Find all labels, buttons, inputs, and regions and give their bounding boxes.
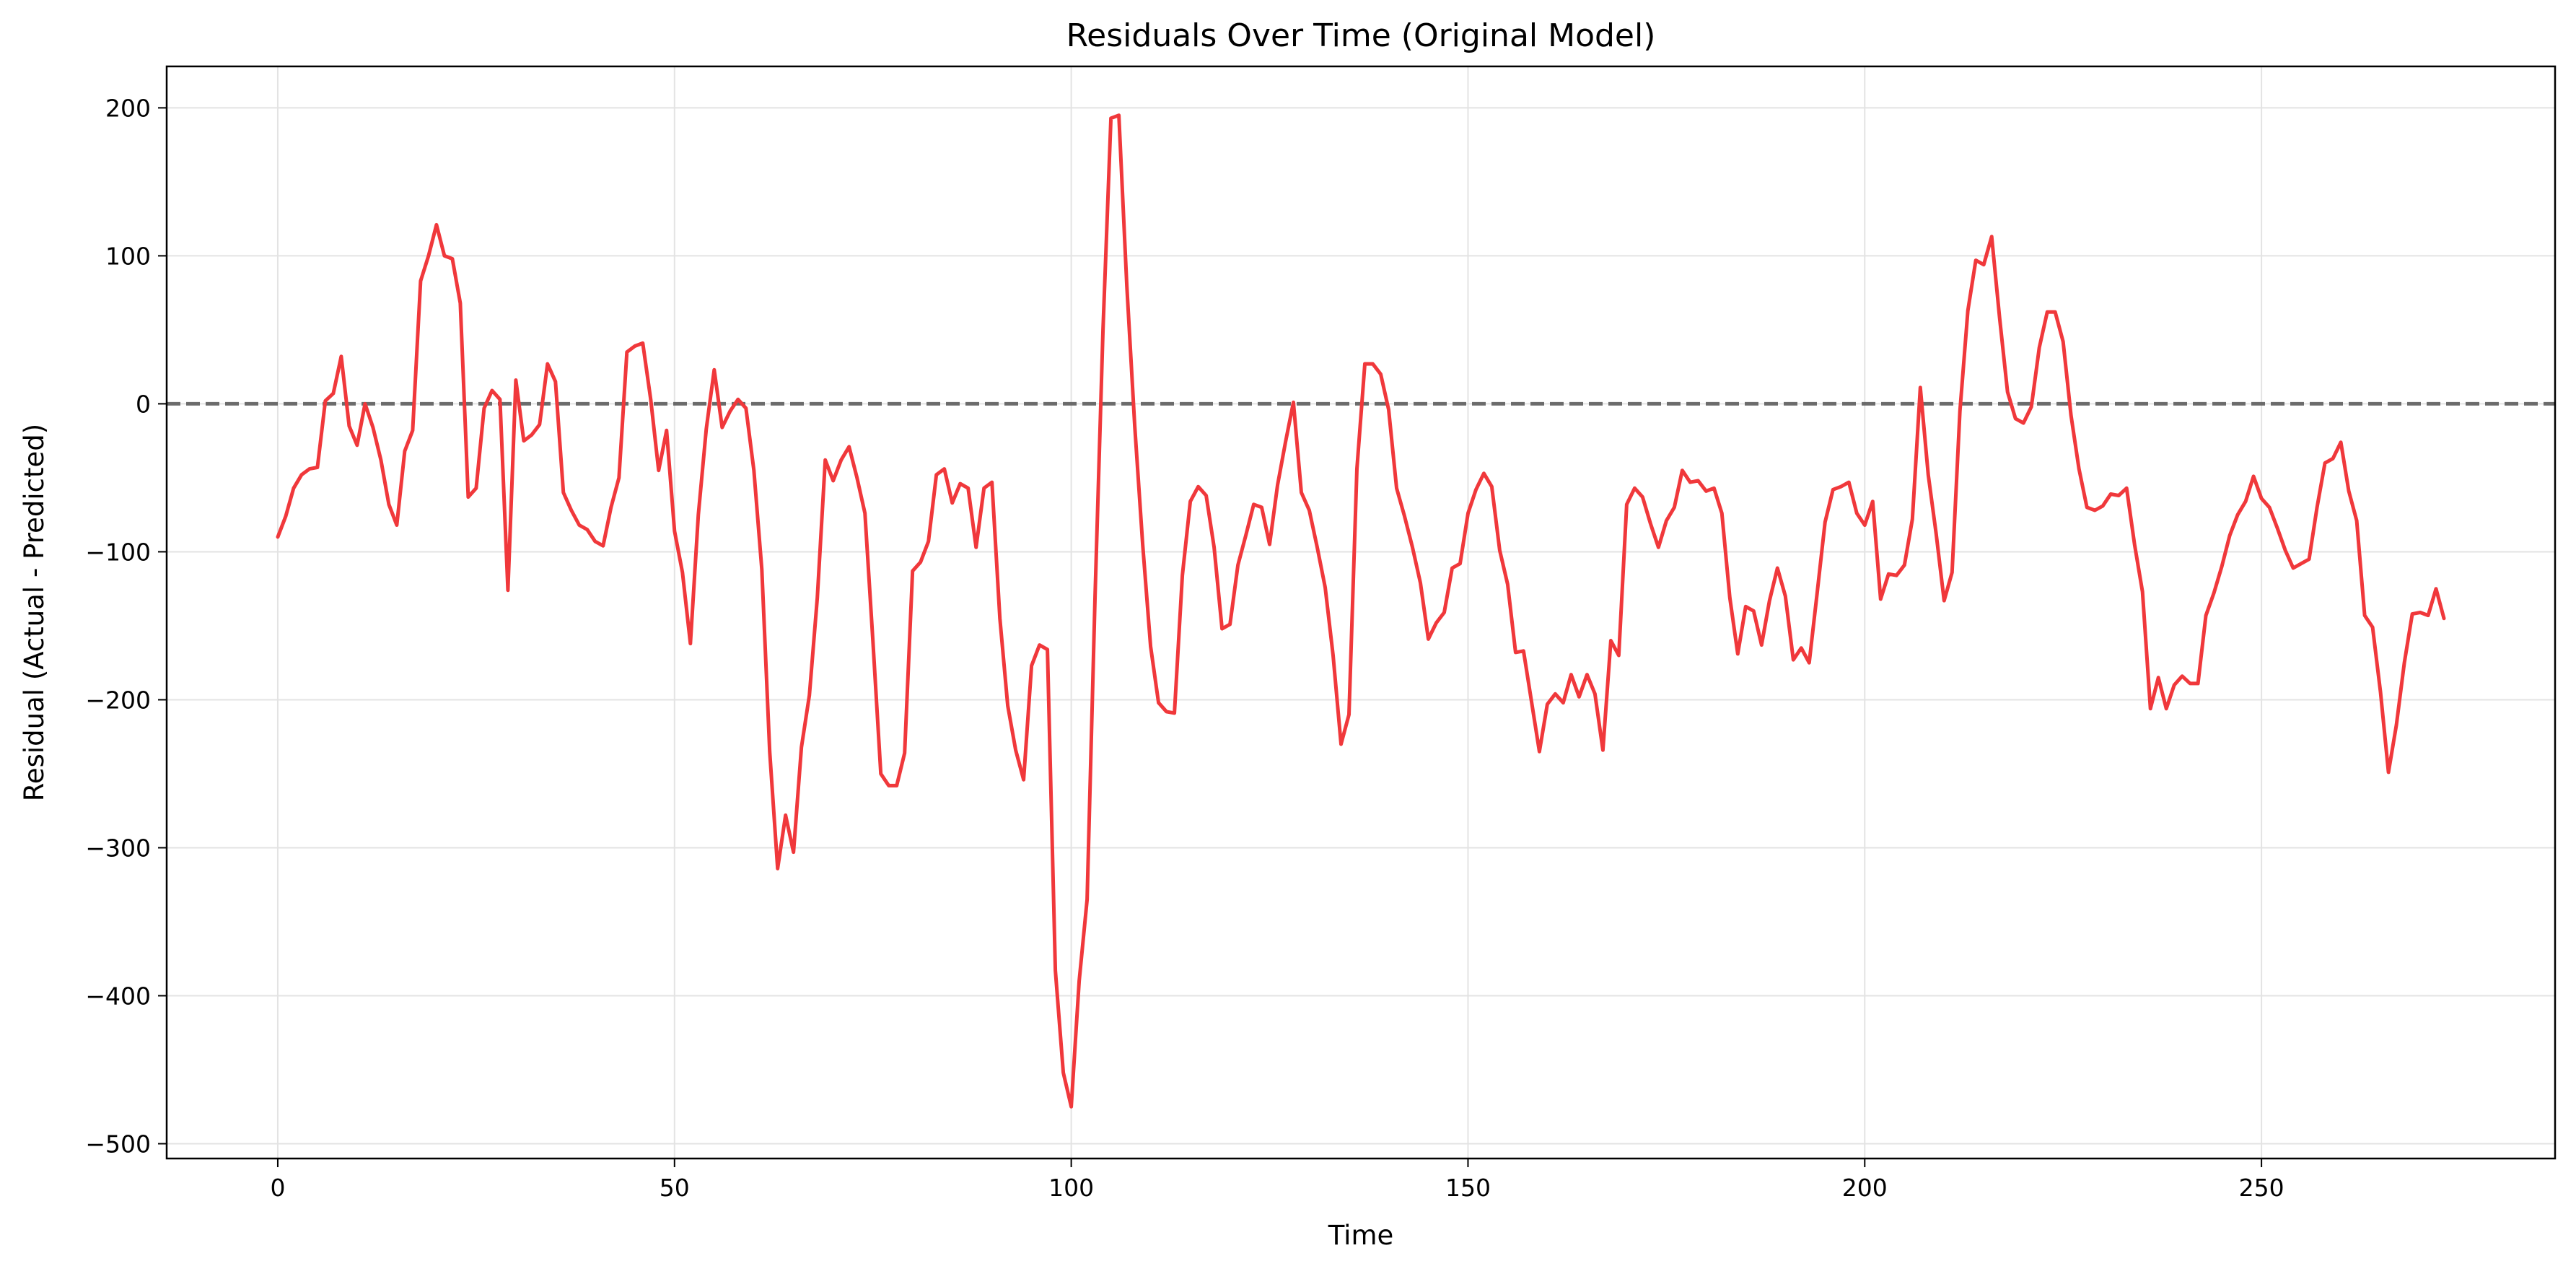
y-axis-ticks: 200 100 0 −100 −200 −300 −400 −500 <box>85 94 167 1158</box>
x-tick-label: 0 <box>270 1174 285 1202</box>
x-tick-label: 250 <box>2239 1174 2284 1202</box>
y-tick-label: −400 <box>85 982 151 1010</box>
y-tick-label: −300 <box>85 834 151 862</box>
residual-series-line <box>276 113 2446 1109</box>
x-axis-ticks: 0 50 100 150 200 250 <box>270 1159 2284 1202</box>
y-tick-label: −100 <box>85 538 151 566</box>
x-tick-label: 150 <box>1445 1174 1491 1202</box>
series-layer <box>276 113 2446 1109</box>
chart-title: Residuals Over Time (Original Model) <box>1066 17 1656 54</box>
y-axis-title: Residual (Actual - Predicted) <box>19 424 50 801</box>
y-tick-label: −200 <box>85 686 151 714</box>
x-axis-title: Time <box>1328 1220 1394 1251</box>
x-tick-label: 50 <box>660 1174 690 1202</box>
plot-area-frame <box>165 65 2557 1160</box>
x-tick-label: 100 <box>1048 1174 1094 1202</box>
y-tick-label: 0 <box>136 390 151 418</box>
grid <box>167 66 2555 1159</box>
y-tick-label: 200 <box>105 94 151 122</box>
x-tick-label: 200 <box>1842 1174 1888 1202</box>
y-tick-label: 100 <box>105 242 151 270</box>
y-tick-label: −500 <box>85 1130 151 1158</box>
